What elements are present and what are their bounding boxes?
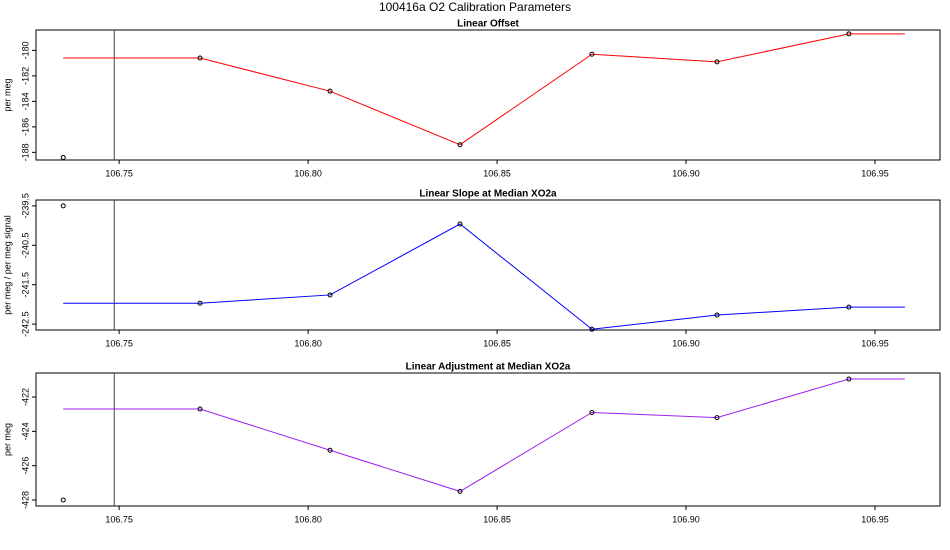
x-tick-label: 106.85 bbox=[483, 168, 511, 178]
data-point bbox=[714, 312, 720, 318]
y-tick-label: -184 bbox=[20, 92, 30, 110]
data-point bbox=[457, 221, 463, 227]
y-tick-label: -422 bbox=[20, 388, 30, 406]
data-point bbox=[846, 31, 852, 37]
panel-title: Linear Offset bbox=[457, 19, 519, 30]
figure-title: 100416a O2 Calibration Parameters bbox=[379, 0, 571, 14]
data-point bbox=[457, 488, 463, 494]
y-tick-label: -188 bbox=[20, 143, 30, 161]
y-tick-label: -239.5 bbox=[20, 193, 30, 219]
data-point bbox=[197, 406, 203, 412]
data-point bbox=[714, 415, 720, 421]
panel-title: Linear Adjustment at Median XO2a bbox=[406, 362, 571, 373]
y-tick-label: -186 bbox=[20, 118, 30, 136]
plot-frame bbox=[35, 199, 941, 331]
data-point bbox=[589, 409, 595, 415]
y-tick-label: -428 bbox=[20, 491, 30, 509]
panel-title: Linear Slope at Median XO2a bbox=[419, 189, 557, 200]
x-tick-label: 106.95 bbox=[861, 168, 889, 178]
data-line bbox=[63, 33, 905, 146]
data-point bbox=[589, 51, 595, 57]
x-tick-label: 106.75 bbox=[105, 514, 133, 524]
x-tick-label: 106.90 bbox=[672, 168, 700, 178]
y-tick-label: -182 bbox=[20, 67, 30, 85]
plot-frame bbox=[35, 29, 941, 161]
x-tick-label: 106.80 bbox=[294, 168, 322, 178]
data-point bbox=[60, 203, 66, 209]
x-tick-label: 106.75 bbox=[105, 338, 133, 348]
y-tick-label: -240.5 bbox=[20, 233, 30, 259]
data-point bbox=[197, 300, 203, 306]
plot-frame bbox=[35, 372, 941, 507]
y-tick-label: -242.5 bbox=[20, 311, 30, 337]
data-point bbox=[846, 376, 852, 382]
y-axis-label: per meg / per meg signal bbox=[2, 215, 12, 315]
data-line bbox=[63, 223, 905, 330]
y-tick-label: -241.5 bbox=[20, 272, 30, 298]
data-point bbox=[327, 292, 333, 298]
y-axis-label: per meg bbox=[2, 78, 12, 111]
y-tick-label: -426 bbox=[20, 457, 30, 475]
x-tick-label: 106.80 bbox=[294, 514, 322, 524]
y-axis-label: per meg bbox=[2, 423, 12, 456]
data-point bbox=[714, 59, 720, 65]
data-point bbox=[60, 497, 66, 503]
x-tick-label: 106.85 bbox=[483, 514, 511, 524]
data-point bbox=[327, 447, 333, 453]
x-tick-label: 106.85 bbox=[483, 338, 511, 348]
x-tick-label: 106.75 bbox=[105, 168, 133, 178]
data-point bbox=[197, 55, 203, 61]
x-tick-label: 106.95 bbox=[861, 514, 889, 524]
x-tick-label: 106.95 bbox=[861, 338, 889, 348]
y-tick-label: -180 bbox=[20, 41, 30, 59]
y-tick-label: -424 bbox=[20, 422, 30, 440]
data-point bbox=[457, 142, 463, 148]
data-point bbox=[589, 326, 595, 332]
data-point bbox=[60, 154, 66, 160]
x-tick-label: 106.80 bbox=[294, 338, 322, 348]
data-line bbox=[63, 378, 905, 492]
data-point bbox=[327, 88, 333, 94]
x-tick-label: 106.90 bbox=[672, 514, 700, 524]
data-point bbox=[846, 304, 852, 310]
x-tick-label: 106.90 bbox=[672, 338, 700, 348]
